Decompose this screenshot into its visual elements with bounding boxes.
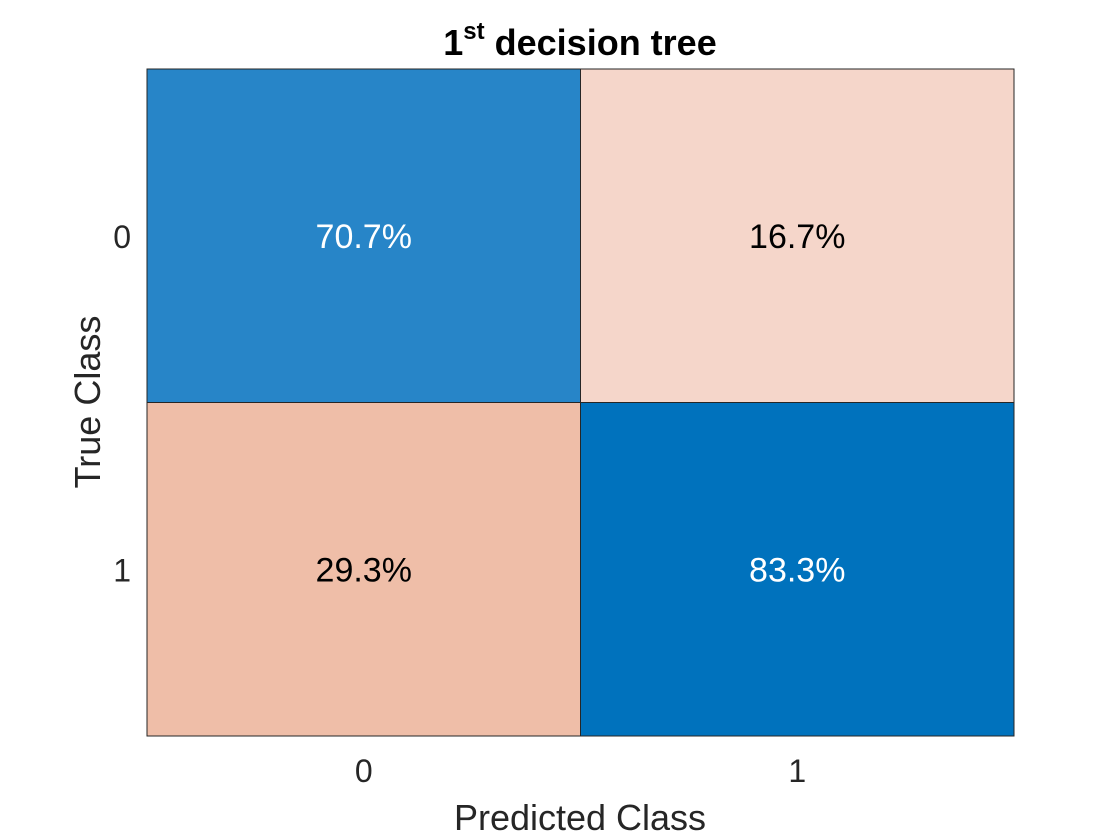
cell-value-label-r1-c1: 83.3% xyxy=(749,551,845,589)
cell-value-label-r0-c1: 16.7% xyxy=(749,218,845,256)
tick-labels: 0 1 0 1 xyxy=(113,219,806,789)
chart-title-rest: decision tree xyxy=(485,22,717,63)
heatmap-cell-r0-c0 xyxy=(146,68,581,403)
chart-title-superscript: st xyxy=(463,18,484,45)
chart-title-main: 1 xyxy=(443,22,463,63)
y-tick-label-0: 0 xyxy=(113,219,131,255)
heatmap-cell-r1-c0 xyxy=(146,402,581,737)
y-axis-label: True Class xyxy=(67,316,108,489)
heatmap-cell-r0-c1 xyxy=(580,68,1015,403)
x-tick-label-1: 1 xyxy=(788,753,806,789)
chart-title: 1st decision tree xyxy=(443,18,716,63)
heatmap-cells: 70.7% 16.7% 29.3% 83.3% xyxy=(146,68,1015,737)
cell-value-label-r0-c0: 70.7% xyxy=(316,218,412,256)
x-tick-label-0: 0 xyxy=(355,753,373,789)
heatmap-cell-r1-c1 xyxy=(580,402,1015,737)
y-tick-label-1: 1 xyxy=(113,552,131,588)
x-axis-label: Predicted Class xyxy=(454,797,706,838)
cell-value-label-r1-c0: 29.3% xyxy=(316,551,412,589)
plot-border xyxy=(146,68,1015,737)
